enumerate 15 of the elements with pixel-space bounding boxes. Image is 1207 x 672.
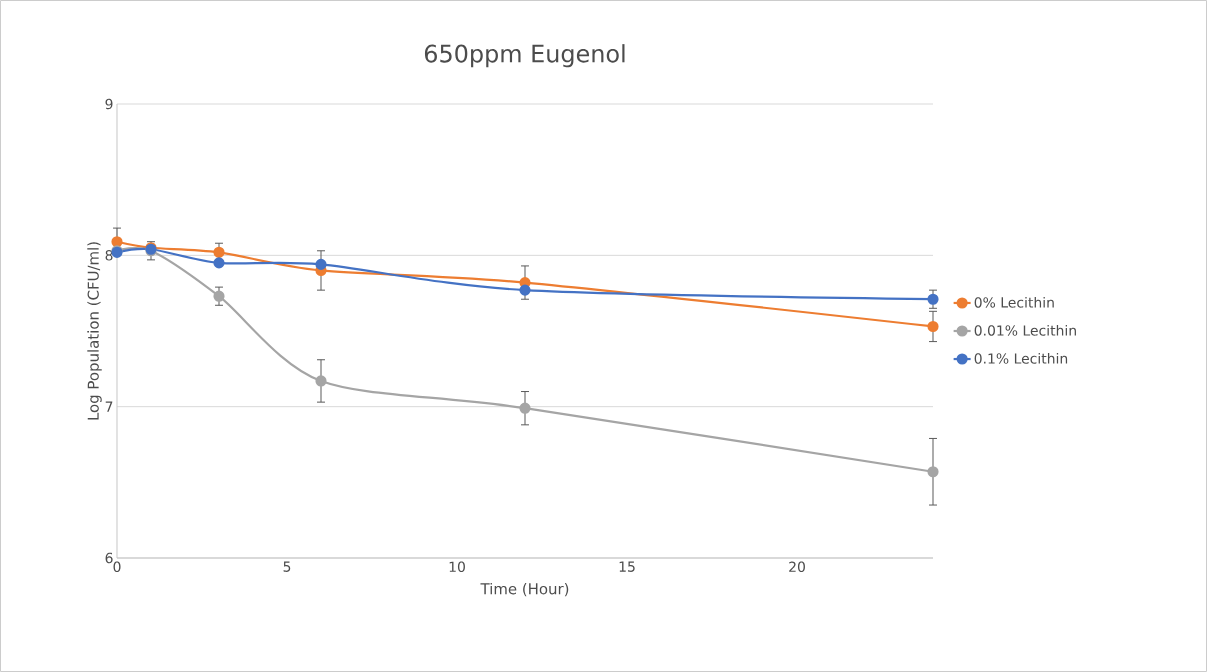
y-tick-label: 8 [105,250,113,261]
y-tick-label: 7 [105,401,113,412]
legend-label: 0.1% Lecithin [974,352,1068,364]
x-tick-label: 5 [283,561,291,572]
legend-label: 0% Lecithin [974,296,1054,308]
chart-title: 650ppm Eugenol [424,44,625,68]
x-tick-label: 10 [449,561,465,573]
y-axis-title: Log Population (CFU/ml) [87,242,102,420]
legend-label: 0.01% Lecithin [974,324,1076,336]
x-tick-label: 20 [789,561,805,573]
x-tick-label: 15 [619,561,635,572]
y-tick-label: 9 [105,98,113,110]
x-tick-label: 0 [113,561,121,573]
y-tick-label: 6 [105,552,113,564]
x-axis-title: Time (Hour) [480,582,569,597]
